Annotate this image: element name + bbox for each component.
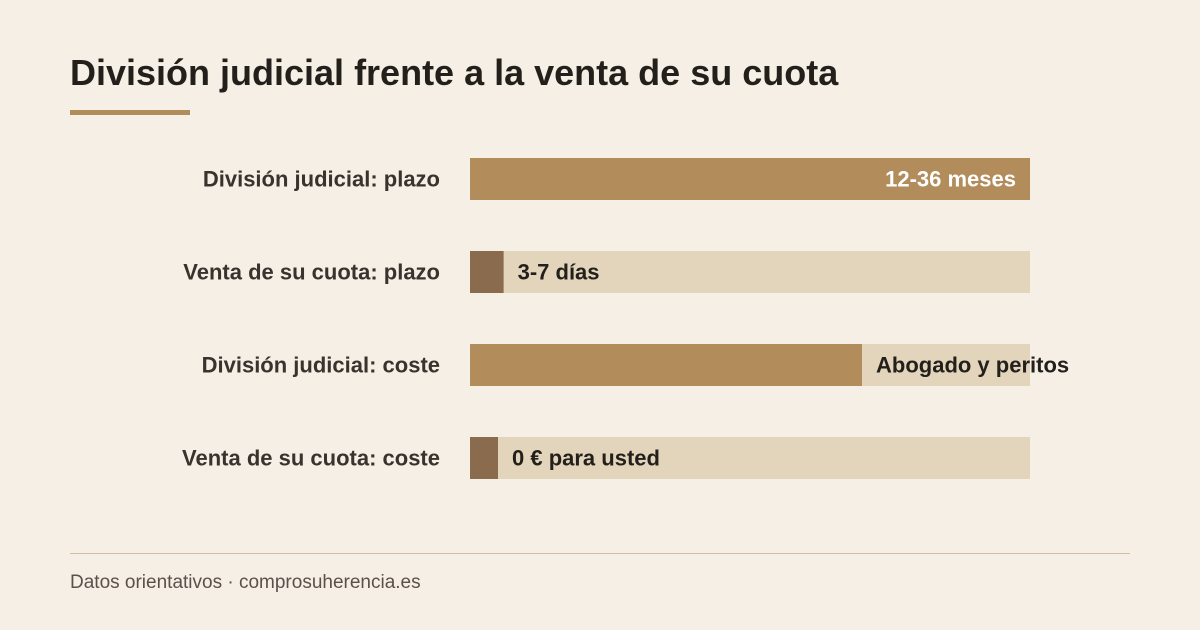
footer-site: comprosuherencia.es xyxy=(238,572,421,593)
bar-track xyxy=(470,251,1030,293)
footer-source: Datos orientativos xyxy=(70,572,223,593)
bar xyxy=(470,344,862,386)
bar xyxy=(470,437,498,479)
bar xyxy=(470,158,1030,200)
category-label: Venta de su cuota: plazo xyxy=(183,260,440,285)
footer-divider xyxy=(70,553,1130,554)
value-label: 3-7 días xyxy=(518,260,600,285)
value-label: Abogado y peritos xyxy=(876,353,1069,378)
footer: Datos orientativos · comprosuherencia.es xyxy=(70,572,421,594)
bar-track xyxy=(470,437,1030,479)
category-label: División judicial: coste xyxy=(202,353,440,378)
footer-separator: · xyxy=(222,572,239,593)
chart-title: División judicial frente a la venta de s… xyxy=(70,52,839,93)
bar xyxy=(470,251,504,293)
category-label: Venta de su cuota: coste xyxy=(182,446,440,471)
value-label: 0 € para usted xyxy=(512,446,660,471)
category-label: División judicial: plazo xyxy=(203,167,440,192)
value-label: 12-36 meses xyxy=(885,167,1016,192)
title-accent-rule xyxy=(70,110,190,115)
